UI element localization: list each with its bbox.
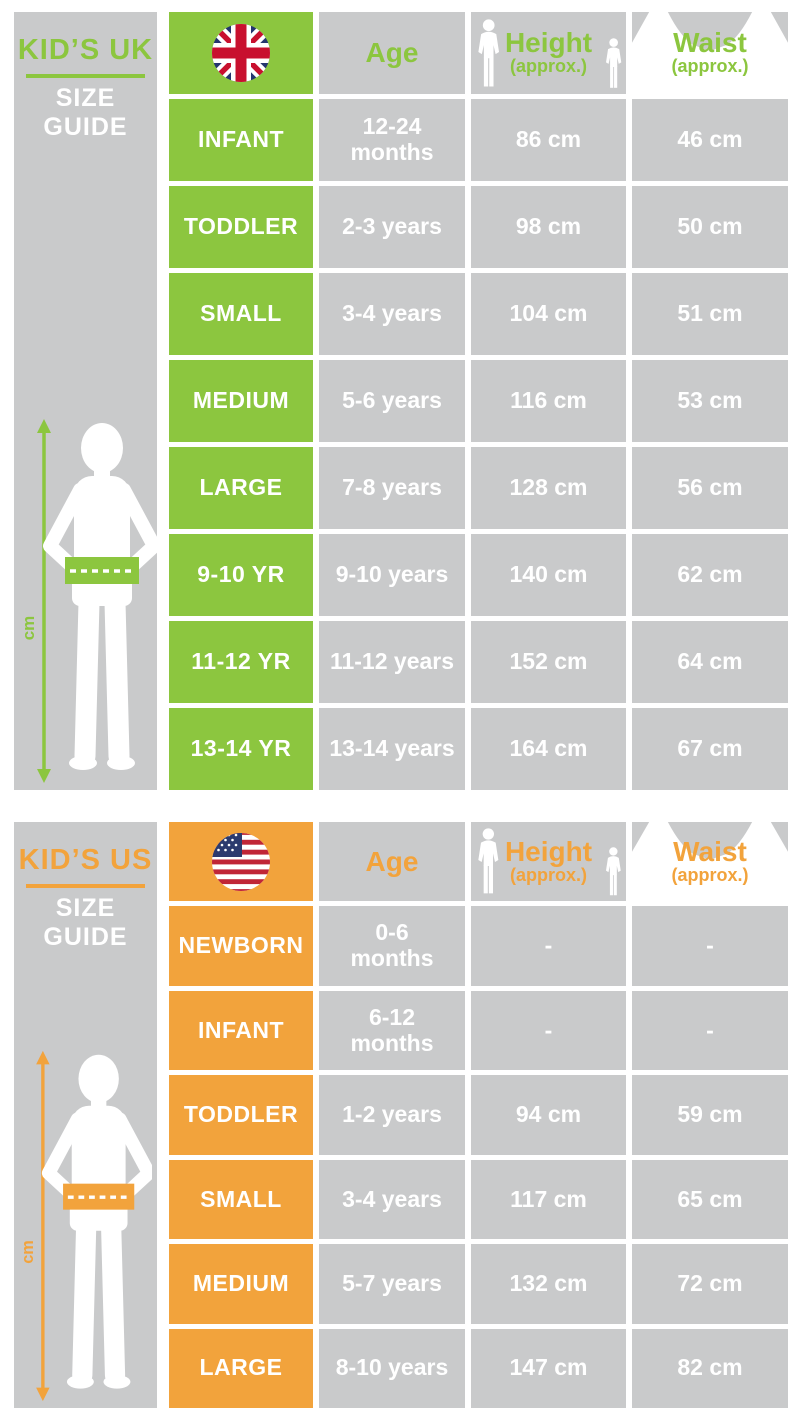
height-cell: - <box>471 906 626 986</box>
size-cell: INFANT <box>169 990 313 1071</box>
size-cell: LARGE <box>169 1328 313 1408</box>
age-cell: 0-6 months <box>319 906 465 986</box>
age-cell: 8-10 years <box>319 1328 465 1408</box>
height-cell: 147 cm <box>471 1328 626 1408</box>
size-cell: 13-14 YR <box>169 708 313 790</box>
waist-cell: 62 cm <box>632 534 788 616</box>
waist-cell: 46 cm <box>632 99 788 181</box>
uk-size-guide-section: KID’S UK SIZE GUIDE Age <box>14 12 788 790</box>
waist-hands-icon <box>632 822 788 902</box>
uk-header-age: Age <box>319 12 465 94</box>
height-cell: 104 cm <box>471 273 626 355</box>
uk-flag-cell <box>169 12 313 94</box>
us-header-height: Height (approx.) <box>471 822 626 902</box>
size-cell: INFANT <box>169 99 313 181</box>
age-cell: 5-7 years <box>319 1244 465 1324</box>
us-panel-title: KID’S US SIZE GUIDE <box>14 822 157 952</box>
uk-panel-title: KID’S UK SIZE GUIDE <box>14 12 157 142</box>
age-cell: 11-12 years <box>319 621 465 703</box>
size-cell: 11-12 YR <box>169 621 313 703</box>
age-cell: 9-10 years <box>319 534 465 616</box>
boy-silhouette-icon <box>14 1048 152 1404</box>
us-subtitle: SIZE GUIDE <box>43 894 128 951</box>
us-size-guide-section: KID’S US SIZE GUIDE <box>14 822 788 1408</box>
waist-cell: 64 cm <box>632 621 788 703</box>
us-header-waist: Waist (approx.) <box>632 822 788 902</box>
uk-side-panel: KID’S UK SIZE GUIDE <box>14 12 157 790</box>
age-cell: 13-14 years <box>319 708 465 790</box>
waist-cell: 67 cm <box>632 708 788 790</box>
waist-cell: 82 cm <box>632 1328 788 1408</box>
waist-cell: 65 cm <box>632 1159 788 1240</box>
us-header-age: Age <box>319 822 465 902</box>
boy-silhouette-icon <box>14 416 157 786</box>
tall-child-icon <box>478 828 499 894</box>
size-cell: TODDLER <box>169 1075 313 1155</box>
waist-cell: - <box>632 990 788 1071</box>
us-side-panel: KID’S US SIZE GUIDE <box>14 822 157 1408</box>
age-cell: 5-6 years <box>319 360 465 442</box>
title-underline <box>26 74 145 78</box>
waist-cell: - <box>632 906 788 986</box>
uk-subtitle: SIZE GUIDE <box>43 84 128 141</box>
us-flag-cell <box>169 822 313 902</box>
waist-cell: 72 cm <box>632 1244 788 1324</box>
height-cell: 94 cm <box>471 1075 626 1155</box>
height-cell: 116 cm <box>471 360 626 442</box>
us-title: KID’S US <box>18 844 153 876</box>
height-cell: - <box>471 990 626 1071</box>
age-cell: 7-8 years <box>319 447 465 529</box>
height-cell: 128 cm <box>471 447 626 529</box>
waist-cell: 56 cm <box>632 447 788 529</box>
size-cell: SMALL <box>169 1159 313 1240</box>
uk-title: KID’S UK <box>17 34 154 66</box>
short-child-icon <box>605 38 621 89</box>
uk-size-table: Age Height (approx.) Waist (approx.) INF… <box>169 12 788 790</box>
us-flag-icon <box>212 832 270 891</box>
height-cell: 164 cm <box>471 708 626 790</box>
age-cell: 6-12 months <box>319 990 465 1071</box>
uk-flag-icon <box>212 24 270 82</box>
age-cell: 3-4 years <box>319 273 465 355</box>
uk-header-waist: Waist (approx.) <box>632 12 788 94</box>
height-cell: 86 cm <box>471 99 626 181</box>
size-cell: SMALL <box>169 273 313 355</box>
waist-cell: 51 cm <box>632 273 788 355</box>
size-cell: 9-10 YR <box>169 534 313 616</box>
height-cell: 132 cm <box>471 1244 626 1324</box>
uk-header-height: Height (approx.) <box>471 12 626 94</box>
size-cell: LARGE <box>169 447 313 529</box>
size-cell: MEDIUM <box>169 1244 313 1324</box>
waist-hands-icon <box>632 12 788 94</box>
age-cell: 2-3 years <box>319 186 465 268</box>
height-cell: 152 cm <box>471 621 626 703</box>
waist-cell: 50 cm <box>632 186 788 268</box>
height-cell: 98 cm <box>471 186 626 268</box>
waist-cell: 59 cm <box>632 1075 788 1155</box>
size-cell: NEWBORN <box>169 906 313 986</box>
age-cell: 1-2 years <box>319 1075 465 1155</box>
size-cell: TODDLER <box>169 186 313 268</box>
height-cell: 140 cm <box>471 534 626 616</box>
us-size-table: Age Height (approx.) Waist (approx.) NEW… <box>169 822 788 1408</box>
age-cell: 3-4 years <box>319 1159 465 1240</box>
age-cell: 12-24 months <box>319 99 465 181</box>
height-cell: 117 cm <box>471 1159 626 1240</box>
waist-cell: 53 cm <box>632 360 788 442</box>
tall-child-icon <box>478 18 500 87</box>
size-cell: MEDIUM <box>169 360 313 442</box>
title-underline <box>26 884 145 888</box>
short-child-icon <box>606 847 622 896</box>
